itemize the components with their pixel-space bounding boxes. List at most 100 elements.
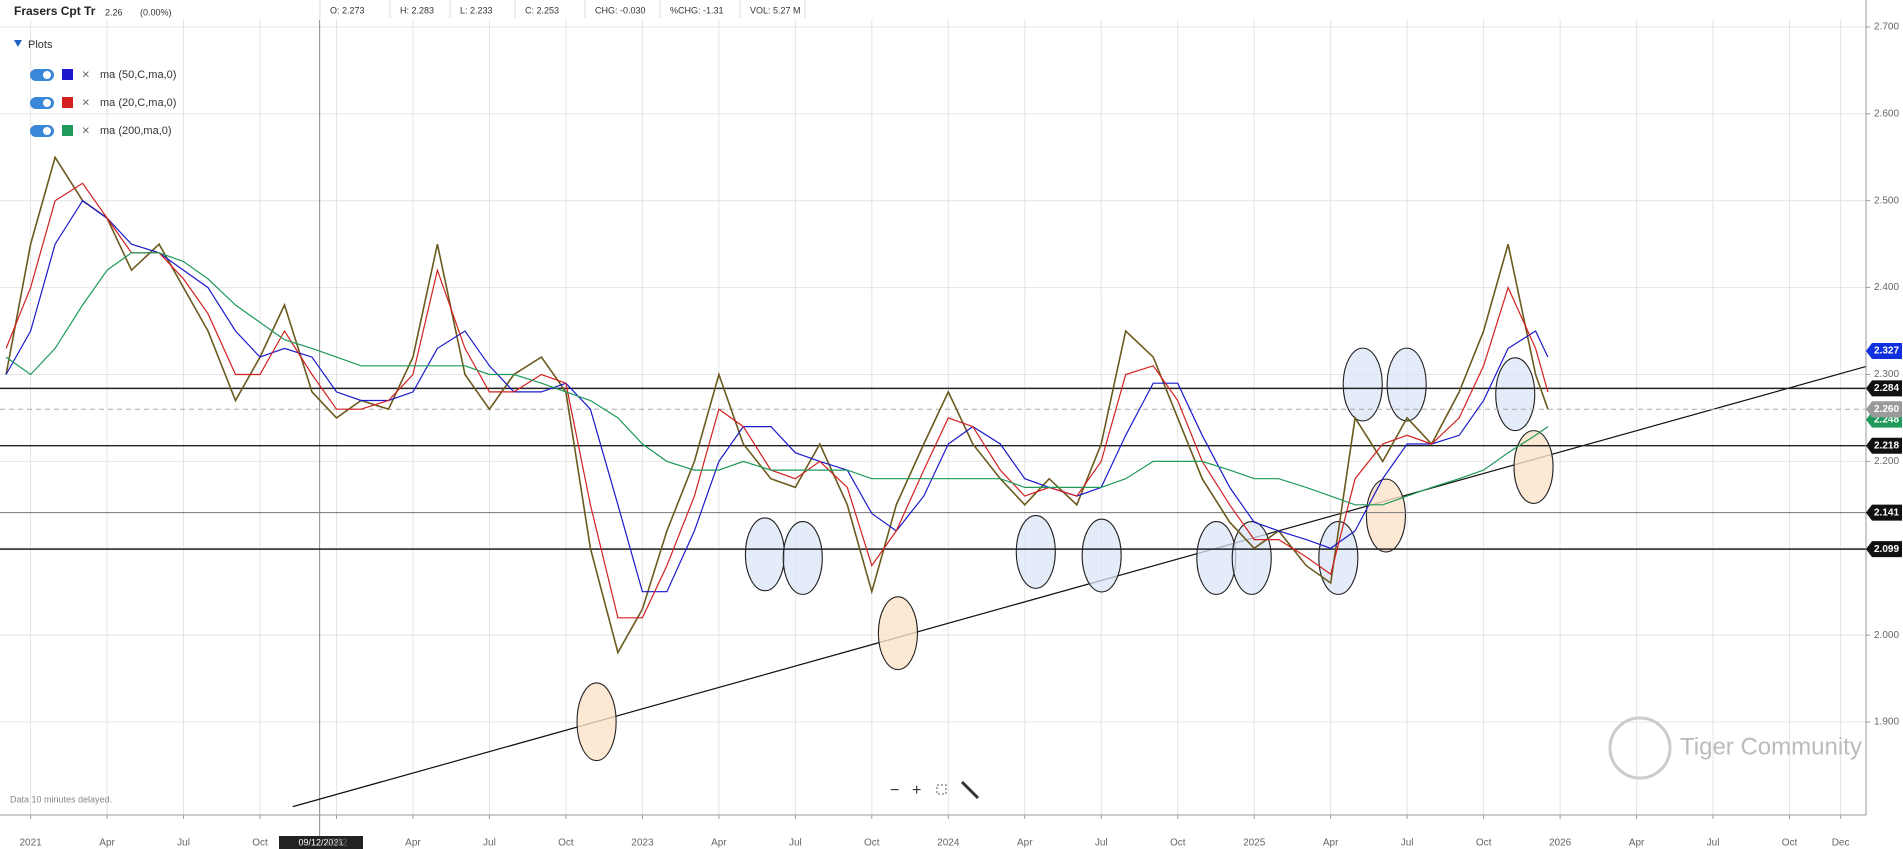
watermark-logo	[1608, 716, 1672, 780]
zoom-controls: − +	[890, 780, 980, 800]
x-tick-label: Apr	[99, 838, 115, 849]
x-tick-label: Apr	[1323, 838, 1339, 849]
ma-line	[5, 199, 1549, 593]
price-marker	[1866, 504, 1902, 521]
x-tick-label: 2024	[937, 838, 960, 849]
legend-swatch	[62, 97, 73, 108]
price-marker	[1866, 401, 1902, 418]
price-marker	[1866, 541, 1902, 558]
legend-swatch	[62, 69, 73, 80]
y-tick-label: 2.300	[1874, 369, 1899, 380]
ellipse	[576, 682, 617, 762]
stat: %CHG: -1.31	[670, 5, 724, 15]
ellipse	[1513, 430, 1554, 504]
ellipse	[782, 521, 823, 595]
zoom-in[interactable]: +	[912, 782, 921, 799]
ellipse	[1196, 521, 1237, 595]
price-marker-label: 2.327	[1874, 346, 1899, 357]
grid	[0, 0, 1866, 815]
x-tick-label: Oct	[252, 838, 268, 849]
plots-label[interactable]: Plots	[28, 39, 53, 51]
legend-remove[interactable]: ×	[82, 94, 90, 109]
x-tick-label: 2025	[1243, 838, 1266, 849]
legend-remove[interactable]: ×	[82, 122, 90, 137]
legend-swatch	[62, 125, 73, 136]
x-tick-label: Apr	[1629, 838, 1645, 849]
x-tick-label: Oct	[1782, 838, 1798, 849]
ellipse	[1231, 521, 1272, 595]
watermark: Tiger Community	[1680, 733, 1862, 760]
plot	[0, 155, 1866, 655]
collapse-arrow[interactable]	[14, 40, 22, 47]
stat: O: 2.273	[330, 5, 365, 15]
resize[interactable]	[960, 780, 980, 800]
x-tick-label: Jul	[789, 838, 802, 849]
ellipse	[1365, 478, 1406, 553]
x-tick-label: Apr	[405, 838, 421, 849]
price-line	[5, 155, 1549, 655]
ellipse	[1495, 357, 1536, 432]
crosshair-label-bg	[279, 836, 363, 849]
y-tick-label: 2.500	[1874, 195, 1899, 206]
stat: VOL: 5.27 M	[750, 5, 801, 15]
fit[interactable]	[936, 784, 947, 795]
ma-line	[5, 182, 1549, 619]
y-tick-label: 2.000	[1874, 630, 1899, 641]
y-tick-label: 2.400	[1874, 282, 1899, 293]
x-tick-label: Oct	[1476, 838, 1492, 849]
x-tick-label: Oct	[1170, 838, 1186, 849]
last-change: (0.00%)	[140, 7, 172, 17]
price-marker-label: 2.260	[1874, 404, 1899, 415]
x-tick-label: Apr	[1017, 838, 1033, 849]
zoom-out[interactable]: −	[890, 782, 899, 799]
x-tick-label: Jul	[1095, 838, 1108, 849]
stat: C: 2.253	[525, 5, 559, 15]
ma-line	[5, 252, 1549, 506]
legend-label: ma (200,ma,0)	[100, 125, 172, 137]
price-marker-label: 2.099	[1874, 544, 1899, 555]
price-marker-label: 2.284	[1874, 383, 1899, 394]
x-tick-label: Jul	[483, 838, 496, 849]
y-tick-label: 2.600	[1874, 108, 1899, 119]
x-tick-label: 2021	[19, 838, 42, 849]
price-marker-label: 2.248	[1874, 414, 1899, 425]
toggle-knob[interactable]	[43, 71, 51, 79]
ellipse	[1318, 521, 1359, 595]
price-marker-label: 2.141	[1874, 507, 1899, 518]
x-tick-label: 2022	[325, 838, 348, 849]
ellipse	[1015, 514, 1056, 589]
ellipse	[877, 596, 918, 671]
ticker: Frasers Cpt Tr	[14, 4, 96, 18]
legend-label: ma (20,C,ma,0)	[100, 97, 176, 109]
x-tick-label: Apr	[711, 838, 727, 849]
x-tick-label: Jul	[1401, 838, 1414, 849]
price-marker	[1866, 343, 1902, 360]
last-price: 2.26	[105, 7, 123, 17]
crosshair-label: 09/12/2021	[298, 837, 343, 847]
ellipse	[744, 517, 786, 592]
ellipse	[1342, 347, 1383, 422]
y-tick-label: 2.700	[1874, 22, 1899, 33]
stat: CHG: -0.030	[595, 5, 646, 15]
y-tick-label: 1.900	[1874, 717, 1899, 728]
toggle-knob[interactable]	[43, 99, 51, 107]
x-tick-label: 2023	[631, 838, 654, 849]
x-tick-label: Jul	[1707, 838, 1720, 849]
x-tick-label: Oct	[864, 838, 880, 849]
plot-bg	[0, 0, 1866, 815]
ellipse	[1386, 347, 1427, 422]
ellipses-blue	[744, 347, 1536, 595]
legend-remove[interactable]: ×	[82, 66, 90, 81]
x-tick-label: 2026	[1549, 838, 1572, 849]
stat: H: 2.283	[400, 5, 434, 15]
x-tick-label: Oct	[558, 838, 574, 849]
price-marker	[1866, 437, 1902, 454]
ellipses-orange	[576, 430, 1554, 762]
legend-label: ma (50,C,ma,0)	[100, 69, 176, 81]
ellipse	[1081, 518, 1122, 593]
x-tick-label: Dec	[1832, 838, 1850, 849]
trendline	[292, 365, 1867, 808]
toggle-knob[interactable]	[43, 127, 51, 135]
